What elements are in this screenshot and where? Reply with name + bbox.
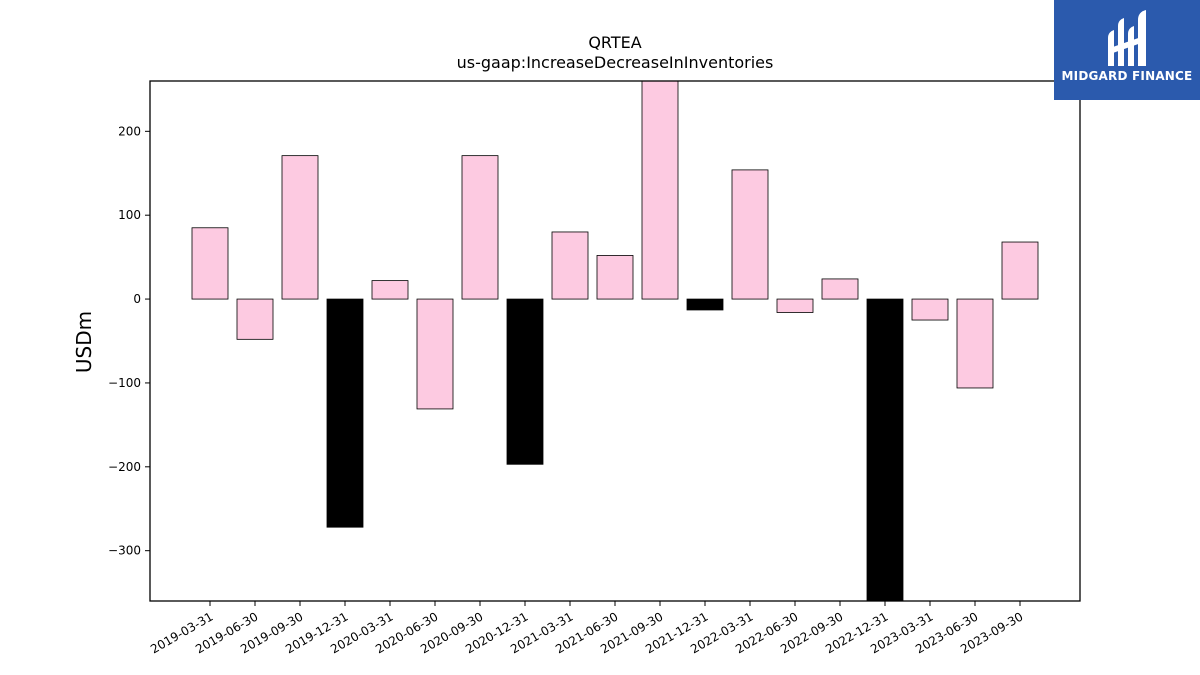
bar-2023-03-31 <box>911 298 949 321</box>
brand-logo: MIDGARD FINANCE <box>1054 0 1200 100</box>
bar-2020-03-31 <box>371 280 409 300</box>
bar-2019-06-30 <box>236 298 274 340</box>
y-ticks-group: 200 100 0 −100 −200 −300 <box>108 124 150 558</box>
bar-2021-03-31 <box>551 231 589 300</box>
y-tick-label: −200 <box>108 460 141 474</box>
y-axis-label: USDm <box>72 311 96 373</box>
bar-2019-12-31 <box>326 298 364 528</box>
y-tick-label: −300 <box>108 544 141 558</box>
y-tick-label: 0 <box>133 292 141 306</box>
bar-2021-06-30 <box>596 255 634 300</box>
bar-2020-09-30 <box>461 155 499 300</box>
bar-2023-09-30 <box>1001 241 1039 300</box>
bar-2020-12-31 <box>506 298 544 465</box>
bar-2019-09-30 <box>281 155 319 300</box>
chart-title: QRTEA <box>588 33 641 52</box>
bar-2022-06-30 <box>776 298 814 313</box>
x-ticks-group: 2019-03-312019-06-302019-09-302019-12-31… <box>148 601 1026 656</box>
bar-2022-03-31 <box>731 169 769 300</box>
bar-2023-06-30 <box>956 298 994 389</box>
bar-2022-09-30 <box>821 278 859 300</box>
bar-2019-03-31 <box>191 227 229 300</box>
bar-2020-06-30 <box>416 298 454 410</box>
bar-2022-12-31 <box>866 298 904 602</box>
midgard-logo-icon <box>1108 10 1146 66</box>
bar-2021-12-31 <box>686 298 724 311</box>
bars-group <box>191 80 1039 602</box>
chart-subtitle: us-gaap:IncreaseDecreaseInInventories <box>457 53 774 72</box>
plot-frame <box>149 80 1081 602</box>
y-tick-label: 200 <box>118 124 141 138</box>
y-tick-label: 100 <box>118 208 141 222</box>
brand-name: MIDGARD FINANCE <box>1061 69 1193 83</box>
y-tick-label: −100 <box>108 376 141 390</box>
bar-2021-09-30 <box>641 80 679 300</box>
